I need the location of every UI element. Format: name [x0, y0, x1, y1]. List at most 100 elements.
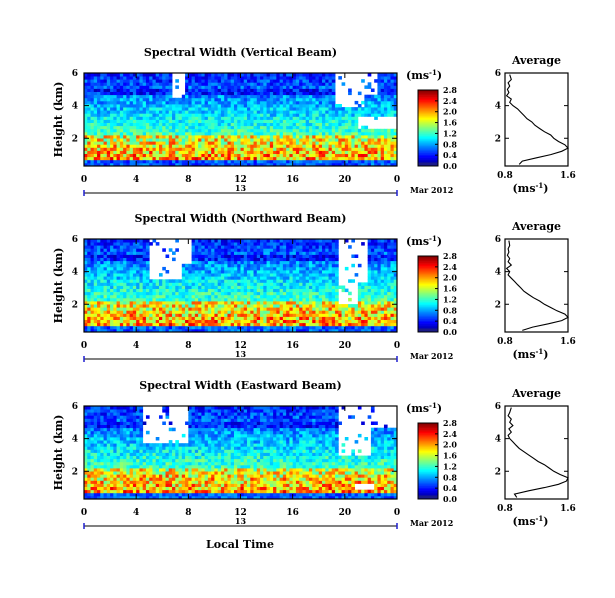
x-tick-label: 12 [234, 175, 247, 185]
x-tick-label: 0 [394, 341, 400, 351]
y-tick-label: 6 [72, 235, 78, 245]
profile-title-2: Average [511, 220, 561, 233]
x-tick-label: 20 [339, 175, 352, 185]
x-axis-label: Local Time [206, 538, 274, 551]
x-tick-label: 12 [234, 508, 247, 518]
profile-x-tick-label: 0.8 [497, 337, 513, 347]
profile-y-tick-label: 4 [495, 102, 501, 112]
profile-y-tick-label: 6 [495, 402, 501, 412]
date-label: 13 [235, 349, 247, 359]
profile-y-tick-label: 4 [495, 435, 501, 445]
profile-frame-2 [504, 238, 569, 333]
profile-x-tick-label: 0.8 [497, 504, 513, 514]
profile-x-tick-label: 0.8 [497, 171, 513, 181]
profile-title-1: Average [511, 54, 561, 67]
heatmap-title-1: Spectral Width (Vertical Beam) [144, 46, 337, 59]
y-tick-label: 4 [72, 435, 78, 445]
colorbar-tick-label: 1.2 [443, 461, 457, 471]
colorbar-unit: (ms-1) [406, 68, 442, 82]
colorbar-tick-label: 2.4 [443, 262, 457, 272]
profile-x-tick-label: 1.6 [560, 337, 576, 347]
month-year-label: Mar 2012 [410, 185, 453, 195]
date-label: 13 [235, 183, 247, 193]
profile-x-tick-label: 1.6 [560, 504, 576, 514]
x-tick-label: 8 [185, 175, 191, 185]
profile-y-tick-label: 4 [495, 268, 501, 278]
colorbar-1 [418, 90, 438, 167]
profile-x-axis-label: (ms-1) [512, 514, 548, 528]
x-tick-label: 20 [339, 508, 352, 518]
profile-x-axis-label: (ms-1) [512, 347, 548, 361]
x-tick-label: 0 [81, 508, 87, 518]
colorbar-tick-label: 2.4 [443, 96, 457, 106]
heatmap-panel-1 [84, 73, 398, 167]
heatmap-panel-3 [84, 406, 398, 500]
colorbar-tick-label: 2.8 [443, 85, 457, 95]
x-tick-label: 4 [133, 341, 139, 351]
colorbar-frame [417, 89, 439, 167]
heatmap-title-3: Spectral Width (Eastward Beam) [139, 379, 341, 392]
profile-frame-1 [504, 72, 569, 167]
profile-title-3: Average [511, 387, 561, 400]
y-tick-label: 2 [72, 467, 78, 477]
profile-frame-3 [504, 405, 569, 500]
x-tick-label: 8 [185, 508, 191, 518]
date-label: 13 [235, 516, 247, 526]
colorbar-tick-label: 2.8 [443, 418, 457, 428]
colorbar-tick-label: 0.0 [443, 161, 457, 171]
profile-y-tick-label: 6 [495, 69, 501, 79]
y-axis-label: Height (km) [52, 248, 65, 324]
x-tick-label: 0 [394, 175, 400, 185]
profile-y-tick-label: 2 [495, 467, 501, 477]
y-tick-label: 4 [72, 102, 78, 112]
colorbar-tick-label: 0.4 [443, 316, 457, 326]
y-axis-label: Height (km) [52, 82, 65, 158]
profile-x-axis-label: (ms-1) [512, 181, 548, 195]
profile-line-1 [505, 74, 569, 165]
colorbar-tick-label: 0.8 [443, 472, 457, 482]
colorbar-tick-label: 1.6 [443, 284, 457, 294]
y-axis-label: Height (km) [52, 415, 65, 491]
colorbar-frame [417, 422, 439, 500]
colorbar-tick-label: 0.4 [443, 483, 457, 493]
colorbar-tick-label: 0.4 [443, 150, 457, 160]
colorbar-unit: (ms-1) [406, 401, 442, 415]
y-tick-label: 6 [72, 402, 78, 412]
x-tick-label: 0 [394, 508, 400, 518]
x-tick-label: 16 [286, 508, 299, 518]
profile-x-tick-label: 1.6 [560, 171, 576, 181]
profile-y-tick-label: 2 [495, 134, 501, 144]
colorbar-tick-label: 0.0 [443, 494, 457, 504]
profile-line-3 [507, 407, 569, 498]
y-tick-label: 2 [72, 300, 78, 310]
x-tick-label: 16 [286, 175, 299, 185]
month-year-label: Mar 2012 [410, 518, 453, 528]
colorbar-3 [418, 423, 438, 500]
colorbar-tick-label: 1.2 [443, 294, 457, 304]
y-tick-label: 4 [72, 268, 78, 278]
x-tick-label: 4 [133, 175, 139, 185]
colorbar-tick-label: 1.2 [443, 128, 457, 138]
colorbar-tick-label: 2.0 [443, 440, 457, 450]
heatmap-title-2: Spectral Width (Northward Beam) [135, 212, 347, 225]
colorbar-tick-label: 1.6 [443, 118, 457, 128]
colorbar-tick-label: 0.8 [443, 305, 457, 315]
profile-y-tick-label: 6 [495, 235, 501, 245]
month-year-label: Mar 2012 [410, 351, 453, 361]
colorbar-tick-label: 2.4 [443, 429, 457, 439]
x-tick-label: 16 [286, 341, 299, 351]
colorbar-tick-label: 2.0 [443, 107, 457, 117]
colorbar-tick-label: 2.0 [443, 273, 457, 283]
y-tick-label: 6 [72, 69, 78, 79]
colorbar-tick-label: 1.6 [443, 451, 457, 461]
colorbar-tick-label: 0.0 [443, 327, 457, 337]
x-tick-label: 4 [133, 508, 139, 518]
x-tick-label: 12 [234, 341, 247, 351]
profile-line-2 [505, 240, 569, 331]
colorbar-2 [418, 256, 438, 333]
colorbar-tick-label: 0.8 [443, 139, 457, 149]
colorbar-tick-label: 2.8 [443, 251, 457, 261]
profile-y-tick-label: 2 [495, 300, 501, 310]
x-tick-label: 20 [339, 341, 352, 351]
